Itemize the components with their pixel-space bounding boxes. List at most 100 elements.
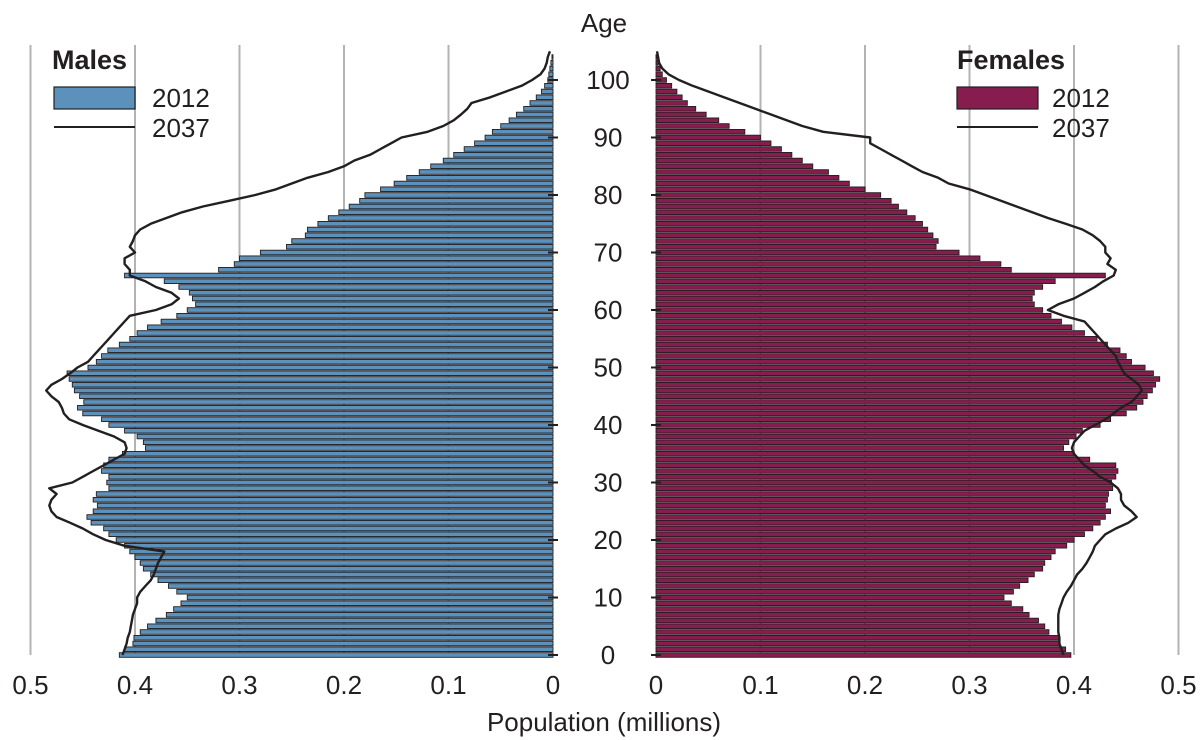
legend-label-females-2012: 2012 <box>1052 83 1110 113</box>
bar-females-2012-age-23 <box>655 520 1101 526</box>
age-tick-label-60: 60 <box>594 295 623 325</box>
legend-label-males-2037: 2037 <box>152 113 210 143</box>
bar-males-2012-age-43 <box>77 405 554 411</box>
bar-females-2012-age-8 <box>655 606 1024 612</box>
bar-males-2012-age-3 <box>133 635 554 641</box>
bar-males-2012-age-48 <box>68 376 554 382</box>
bar-males-2012-age-91 <box>491 128 554 135</box>
bar-males-2012-age-0 <box>118 652 554 658</box>
bar-females-2012-age-91 <box>655 128 746 135</box>
bar-females-2012-age-43 <box>655 405 1138 411</box>
x-tick-females-0.5: 0.5 <box>1160 670 1196 700</box>
bar-females-2012-age-34 <box>655 456 1091 463</box>
line-females-2037 <box>655 51 1144 656</box>
bar-males-2012-age-38 <box>136 433 554 440</box>
bar-females-2012-age-1 <box>655 646 1067 653</box>
x-axis-label: Population (millions) <box>487 707 721 737</box>
bar-males-2012-age-72 <box>291 238 554 244</box>
bar-females-2012-age-6 <box>655 617 1039 624</box>
bar-females-2012-age-55 <box>655 336 1098 342</box>
bar-males-2012-age-102 <box>549 65 554 72</box>
bar-males-2012-age-86 <box>442 157 554 164</box>
projection-2037-lines <box>45 50 1144 656</box>
bar-males-2012-age-53 <box>107 347 554 354</box>
bar-males-2012-age-59 <box>176 313 554 319</box>
bar-males-2012-age-25 <box>92 508 554 515</box>
bar-males-2012-age-16 <box>139 560 554 566</box>
bar-males-2012-age-10 <box>186 594 554 601</box>
bar-females-2012-age-75 <box>655 220 923 227</box>
bar-males-2012-age-99 <box>544 82 554 89</box>
bar-males-2012-age-29 <box>108 485 554 492</box>
bar-females-2012-age-66 <box>655 272 1106 279</box>
bar-males-2012-age-104 <box>551 54 554 60</box>
bar-males-2012-age-77 <box>338 209 554 215</box>
age-tick-label-20: 20 <box>594 525 623 555</box>
females-panel-title: Females <box>957 45 1065 75</box>
bar-females-2012-age-54 <box>655 341 1108 348</box>
bar-males-2012-age-11 <box>176 589 554 595</box>
bar-males-2012-age-101 <box>548 71 554 77</box>
bar-females-2012-age-72 <box>655 238 939 244</box>
x-tick-females-0.4: 0.4 <box>1056 670 1092 700</box>
bar-females-2012-age-27 <box>655 497 1108 503</box>
bar-females-2012-age-39 <box>655 428 1083 434</box>
age-tick-label-0: 0 <box>601 640 615 670</box>
bar-males-2012-age-61 <box>195 301 554 308</box>
bar-females-2012-age-60 <box>655 307 1044 313</box>
bar-females-2012-age-81 <box>655 186 866 192</box>
bar-females-2012-age-4 <box>655 629 1050 635</box>
bar-females-2012-age-82 <box>655 180 850 187</box>
bar-females-2012-age-20 <box>655 537 1075 543</box>
bar-females-2012-age-11 <box>655 589 1014 595</box>
bar-females-2012-age-32 <box>655 468 1119 474</box>
line-males-2037 <box>45 50 552 656</box>
bar-males-2012-age-26 <box>96 502 554 509</box>
bar-females-2012-age-38 <box>655 433 1077 440</box>
bar-females-2012-age-21 <box>655 531 1085 538</box>
bar-males-2012-age-79 <box>359 197 554 204</box>
bar-females-2012-age-3 <box>655 635 1060 641</box>
bar-males-2012-age-31 <box>108 474 554 480</box>
x-tick-males-0.5: 0.5 <box>12 670 48 700</box>
bar-males-2012-age-89 <box>474 140 554 146</box>
bar-females-2012-age-96 <box>655 100 688 106</box>
bar-males-2012-age-75 <box>317 220 554 227</box>
bar-females-2012-age-33 <box>655 462 1117 469</box>
bar-females-2012-age-94 <box>655 111 707 118</box>
bar-males-2012-age-62 <box>192 295 554 302</box>
bar-males-2012-age-73 <box>304 232 554 238</box>
bar-females-2012-age-78 <box>655 203 899 210</box>
bar-males-2012-age-58 <box>160 318 554 325</box>
bar-males-2012-age-98 <box>541 88 554 95</box>
bar-females-2012-age-37 <box>655 439 1070 446</box>
bar-males-2012-age-41 <box>101 416 554 423</box>
bar-males-2012-age-19 <box>124 543 554 549</box>
bar-males-2012-age-17 <box>134 554 554 561</box>
males-2012-bars <box>66 54 554 658</box>
bar-females-2012-age-63 <box>655 290 1035 296</box>
bar-females-2012-age-30 <box>655 479 1113 486</box>
bar-males-2012-age-90 <box>484 134 554 141</box>
bar-females-2012-age-5 <box>655 623 1046 630</box>
bar-females-2012-age-7 <box>655 612 1030 618</box>
bar-females-2012-age-45 <box>655 393 1148 400</box>
bar-males-2012-age-8 <box>173 606 554 612</box>
bar-males-2012-age-70 <box>259 249 554 256</box>
bar-females-2012-age-26 <box>655 502 1106 509</box>
bar-males-2012-age-65 <box>163 278 554 285</box>
bar-males-2012-age-37 <box>142 439 554 446</box>
population-axis-ticks: 0 0 0.1 0.1 0.2 0.2 0.3 0.3 0.4 0.4 0.5 0.5 <box>12 670 1196 700</box>
bar-males-2012-age-47 <box>71 382 554 388</box>
bar-males-2012-age-84 <box>418 169 554 175</box>
bar-females-2012-age-79 <box>655 197 892 204</box>
bar-females-2012-age-10 <box>655 594 1005 601</box>
x-tick-females-0: 0 <box>649 670 663 700</box>
bar-females-2012-age-42 <box>655 410 1127 417</box>
bar-females-2012-age-53 <box>655 347 1121 354</box>
bar-females-2012-age-76 <box>655 215 916 221</box>
bar-males-2012-age-69 <box>239 255 554 261</box>
bar-males-2012-age-63 <box>188 290 554 296</box>
bar-females-2012-age-98 <box>655 88 678 95</box>
